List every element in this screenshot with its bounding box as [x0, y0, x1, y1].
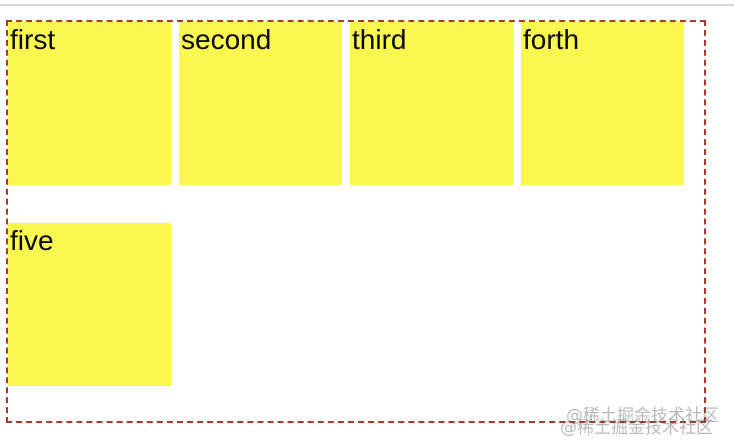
flex-item-first[interactable]: first: [8, 22, 171, 185]
flex-item-label: third: [352, 24, 407, 55]
flex-item-second[interactable]: second: [179, 22, 342, 185]
flex-container: first second third forth five: [6, 20, 706, 423]
flex-item-forth[interactable]: forth: [521, 22, 684, 185]
flex-item-label: first: [10, 24, 56, 55]
flex-item-label: forth: [523, 24, 580, 55]
top-divider-rule: [0, 4, 734, 6]
flex-item-third[interactable]: third: [350, 22, 513, 185]
flex-item-label: second: [181, 24, 272, 55]
flex-item-five[interactable]: five: [8, 223, 171, 386]
flex-item-label: five: [10, 225, 54, 256]
